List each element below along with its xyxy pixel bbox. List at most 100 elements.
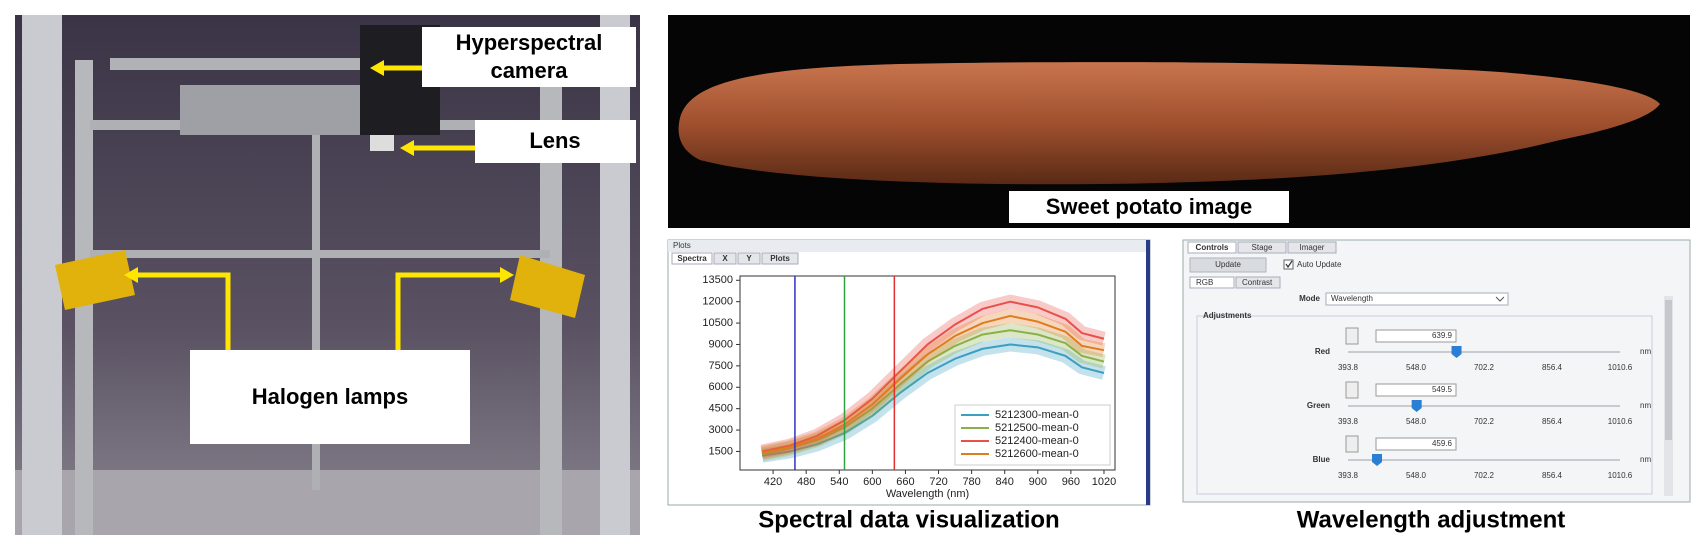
scrollbar-thumb[interactable] <box>1665 300 1672 440</box>
arrow-head <box>500 267 514 283</box>
tab[interactable] <box>1237 241 1287 254</box>
arrow-head <box>400 140 414 156</box>
tab-label[interactable]: Y <box>746 254 752 263</box>
subtab[interactable] <box>1235 276 1281 289</box>
spectral-plot: Plots Spectra X Y Plots 1500 3000 4500 6000 7500 9… <box>667 239 1151 506</box>
tab-label[interactable]: Spectra <box>677 254 707 263</box>
scale-label: 702.2 <box>1474 471 1495 480</box>
scale-label: 548.0 <box>1406 417 1427 426</box>
slider-thumb[interactable] <box>1411 400 1422 412</box>
stage <box>180 85 360 135</box>
x-tick-label: 720 <box>929 476 947 488</box>
caption: Wavelength adjustment <box>1297 506 1565 533</box>
value-text[interactable]: 549.5 <box>1432 385 1453 394</box>
lens-label: Lens <box>529 128 580 153</box>
update-button[interactable] <box>1189 257 1267 273</box>
checkbox[interactable] <box>1283 259 1294 270</box>
tab-label[interactable]: Plots <box>770 254 790 263</box>
tab[interactable] <box>1187 241 1237 254</box>
y-tick-label: 7500 <box>709 360 733 372</box>
arrow <box>133 272 231 352</box>
arrow <box>395 272 505 352</box>
unit-label: nm <box>1640 401 1651 410</box>
value-input[interactable] <box>1375 383 1457 397</box>
scale-label: 702.2 <box>1474 363 1495 372</box>
label-box <box>190 350 470 444</box>
x-tick-label: 900 <box>1029 476 1047 488</box>
spin-button[interactable] <box>1345 381 1359 399</box>
y-tick-label: 4500 <box>709 403 733 415</box>
scale-label: 1010.6 <box>1608 363 1633 372</box>
update-button-label[interactable]: Update <box>1215 260 1241 269</box>
subtab-label[interactable]: Contrast <box>1242 278 1273 287</box>
camera-label: Hyperspectral <box>456 30 603 55</box>
tab-label[interactable]: Controls <box>1196 243 1229 252</box>
spin-button[interactable] <box>1345 327 1359 345</box>
legend-label: 5212300-mean-0 <box>995 409 1079 421</box>
lamp <box>510 255 585 318</box>
tab[interactable] <box>761 252 799 265</box>
frame-post <box>600 15 630 535</box>
x-tick-label: 420 <box>764 476 782 488</box>
channel-label: Green <box>1307 401 1330 410</box>
series-line <box>761 314 1105 454</box>
tab[interactable] <box>713 252 737 265</box>
tab-label[interactable]: X <box>722 254 728 263</box>
setup-photo: Hyperspectral camera Lens Halogen lamps <box>15 15 640 535</box>
checkbox-label[interactable]: Auto Update <box>1297 260 1342 269</box>
legend-label: 5212500-mean-0 <box>995 422 1079 434</box>
slider-thumb[interactable] <box>1372 454 1383 466</box>
scale-label: 548.0 <box>1406 363 1427 372</box>
frame-post <box>22 15 62 535</box>
value-input[interactable] <box>1375 437 1457 451</box>
label-box <box>1009 191 1289 223</box>
x-tick-label: 840 <box>996 476 1014 488</box>
scale-label: 1010.6 <box>1608 417 1633 426</box>
subtab[interactable] <box>1189 276 1235 289</box>
lamps-label: Halogen lamps <box>252 384 408 409</box>
caption: Spectral data visualization <box>758 506 1059 533</box>
y-tick-label: 9000 <box>709 338 733 350</box>
lamp <box>55 250 135 310</box>
mode-select[interactable] <box>1325 292 1509 306</box>
tab[interactable] <box>737 252 761 265</box>
scale-label: 1010.6 <box>1608 471 1633 480</box>
lens <box>370 135 394 151</box>
rail <box>110 58 370 70</box>
arrow-head <box>370 60 384 76</box>
label-box <box>422 27 636 87</box>
legend-label: 5212400-mean-0 <box>995 435 1079 447</box>
mode-label: Mode <box>1299 294 1320 303</box>
x-tick-label: 1020 <box>1092 476 1116 488</box>
checkmark <box>1285 260 1293 269</box>
tab-label[interactable]: Imager <box>1300 243 1325 252</box>
x-tick-label: 780 <box>962 476 980 488</box>
mode-value[interactable]: Wavelength <box>1331 294 1373 303</box>
legend-label: 5212600-mean-0 <box>995 448 1079 460</box>
select-arrow <box>1495 296 1505 302</box>
frame-post <box>312 130 320 490</box>
value-text[interactable]: 459.6 <box>1432 439 1453 448</box>
spin-button[interactable] <box>1345 435 1359 453</box>
slider-thumb[interactable] <box>1451 346 1462 358</box>
potato <box>678 62 1660 185</box>
scale-label: 393.8 <box>1338 363 1359 372</box>
x-tick-label: 660 <box>896 476 914 488</box>
series-line <box>761 343 1105 457</box>
channel-label: Blue <box>1313 455 1331 464</box>
y-tick-label: 10500 <box>702 317 733 329</box>
y-tick-label: 6000 <box>709 381 733 393</box>
x-tick-label: 540 <box>830 476 848 488</box>
tab-label[interactable]: Stage <box>1252 243 1273 252</box>
tab[interactable] <box>671 252 713 265</box>
y-tick-label: 12000 <box>702 296 733 308</box>
arrow-head <box>124 267 138 283</box>
tab[interactable] <box>1287 241 1337 254</box>
value-input[interactable] <box>1375 329 1457 343</box>
camera-label: camera <box>490 58 568 83</box>
series-line <box>761 329 1105 456</box>
subtab-label[interactable]: RGB <box>1196 278 1213 287</box>
value-text[interactable]: 639.9 <box>1432 331 1453 340</box>
x-tick-label: 600 <box>863 476 881 488</box>
